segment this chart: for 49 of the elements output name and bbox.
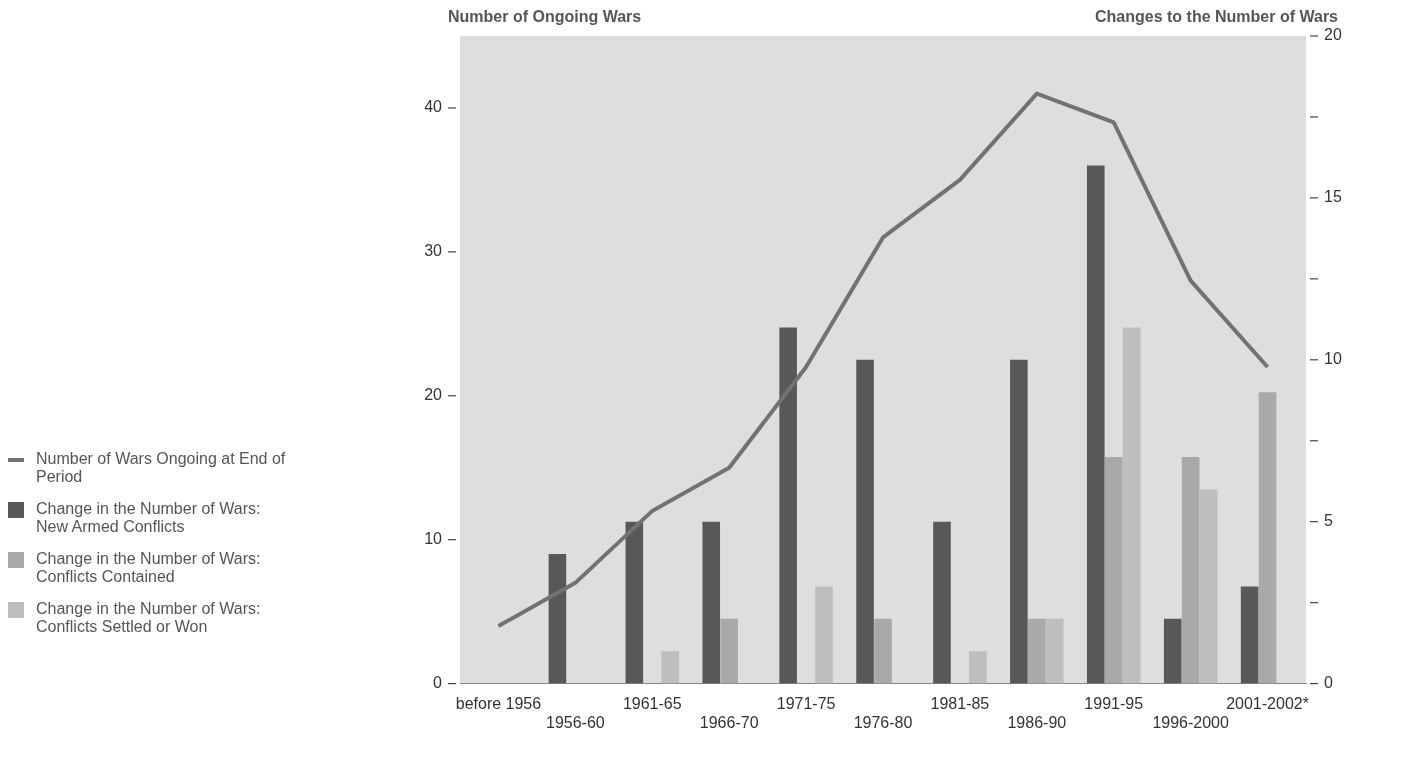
y-tick-label: 10 [424,530,443,548]
bar [1258,392,1277,684]
legend-label: Change in the Number of Wars: Conflicts Settled or Won [36,600,262,636]
legend-label: Change in the Number of Wars: New Armed Conflicts [36,500,262,536]
bar [969,651,987,684]
bar [933,521,951,684]
x-tick-label: 1981-85 [930,694,990,712]
bar [1045,618,1064,684]
bar [548,554,567,684]
bar [661,651,680,684]
bar [1122,327,1141,684]
x-tick-label: 1986-90 [1007,713,1067,731]
x-tick-label: 1976-80 [853,713,913,731]
bar [1181,456,1200,684]
x-tick-label: 2001-2002* [1226,694,1309,712]
legend-label: Change in the Number of Wars: Conflicts Contained [36,550,262,586]
bar [1240,586,1259,684]
legend-label: Number of Wars Ongoing at End of Period [36,450,286,486]
bar [815,586,833,684]
y-axis-title: Number of Ongoing Wars [448,8,642,26]
x-tick-label: 1956-60 [546,713,605,731]
y-tick-label: 30 [424,242,443,260]
y2-tick-label: 15 [1324,188,1342,206]
bar [1199,489,1218,684]
bar [720,618,738,684]
x-tick-label: 1996-2000 [1152,713,1229,731]
x-tick-label: 1991-95 [1084,694,1144,712]
y2-tick-label: 10 [1324,350,1342,368]
bar [1010,359,1028,684]
x-tick-label: 1961-65 [622,694,682,712]
bar [625,521,644,684]
bar [1086,165,1105,684]
y-tick-label: 40 [424,98,443,116]
y2-tick-label: 5 [1324,512,1333,530]
y2-tick-label: 20 [1324,26,1342,44]
x-tick-label: 1966-70 [699,713,759,731]
bar [702,521,721,684]
bar [1104,456,1123,684]
bar [874,618,892,684]
bar [779,327,797,684]
x-tick-label: 1971-75 [776,694,836,712]
y2-axis-title: Changes to the Number of Wars [1095,8,1338,26]
y-tick-label: 0 [433,674,443,692]
bar [1028,618,1046,684]
y-tick-label: 20 [424,386,443,404]
y2-tick-label: 0 [1324,674,1333,692]
x-tick-label: before 1956 [455,694,542,712]
bar [1163,618,1182,684]
bar [856,359,874,684]
